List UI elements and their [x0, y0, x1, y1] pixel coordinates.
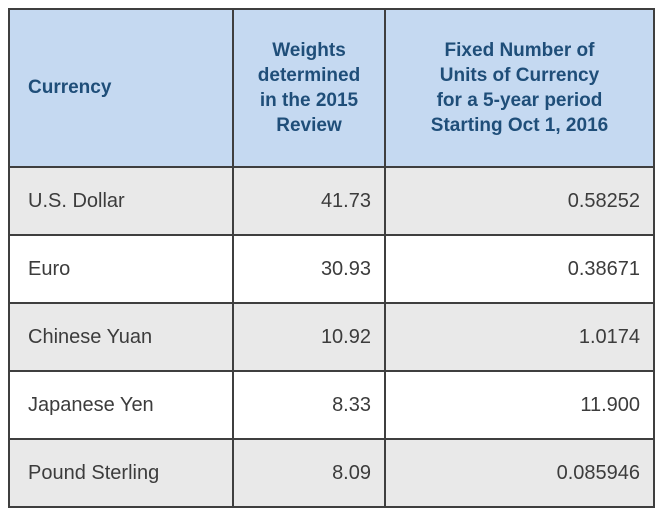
currency-weights-table: Currency Weights determined in the 2015 …	[8, 8, 655, 508]
table-row: U.S. Dollar 41.73 0.58252	[8, 166, 655, 236]
header-row: Currency Weights determined in the 2015 …	[8, 8, 655, 168]
fixed-units-cell: 0.085946	[384, 438, 655, 508]
fixed-units-cell: 0.58252	[384, 166, 655, 236]
column-header-currency: Currency	[8, 8, 234, 168]
table-row: Japanese Yen 8.33 11.900	[8, 370, 655, 440]
currency-cell: Pound Sterling	[8, 438, 234, 508]
currency-cell: Japanese Yen	[8, 370, 234, 440]
column-header-weights: Weights determined in the 2015 Review	[232, 8, 386, 168]
column-header-fixed-units: Fixed Number of Units of Currency for a …	[384, 8, 655, 168]
weight-cell: 41.73	[232, 166, 386, 236]
currency-cell: Chinese Yuan	[8, 302, 234, 372]
table-row: Chinese Yuan 10.92 1.0174	[8, 302, 655, 372]
weight-cell: 30.93	[232, 234, 386, 304]
currency-cell: Euro	[8, 234, 234, 304]
weight-cell: 8.09	[232, 438, 386, 508]
fixed-units-cell: 1.0174	[384, 302, 655, 372]
weight-cell: 10.92	[232, 302, 386, 372]
currency-cell: U.S. Dollar	[8, 166, 234, 236]
table-row: Pound Sterling 8.09 0.085946	[8, 438, 655, 508]
fixed-units-cell: 11.900	[384, 370, 655, 440]
weight-cell: 8.33	[232, 370, 386, 440]
table-row: Euro 30.93 0.38671	[8, 234, 655, 304]
fixed-units-cell: 0.38671	[384, 234, 655, 304]
